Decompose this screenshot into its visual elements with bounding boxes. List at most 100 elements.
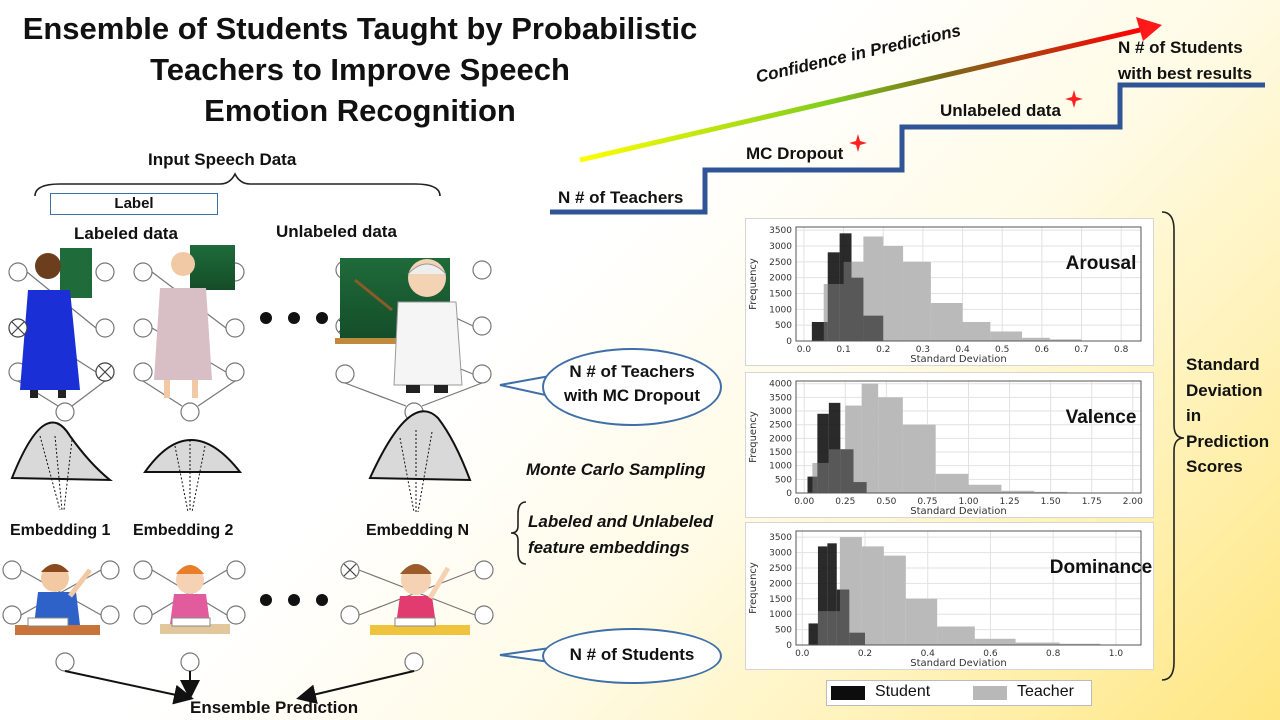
- teacher-bar-overlay: [861, 383, 879, 493]
- teacher-bar-overlay: [883, 246, 904, 341]
- x-tick-label: 0.00: [794, 497, 814, 507]
- dominance-chart-card: 0 500 1000 1500 2000 2500 3000 3500 0.0 0.2 0.4 0.6…: [745, 522, 1154, 670]
- teacher-bar: [937, 626, 975, 645]
- waveform-icon: [258, 184, 443, 220]
- legend-student-label: Student: [875, 683, 931, 700]
- student-bar: [827, 252, 840, 341]
- side-label-line: Scores: [1186, 457, 1243, 476]
- teacher-bar: [968, 484, 1002, 493]
- x-tick-label: 0.75: [917, 497, 937, 507]
- student-bar: [817, 413, 829, 493]
- distribution-curve-2: [143, 439, 243, 513]
- y-tick-label: 2000: [769, 274, 792, 284]
- y-tick-label: 0: [786, 489, 792, 499]
- legend-swatch-student: [831, 686, 865, 700]
- teacher-bar-overlay: [861, 546, 884, 645]
- confidence-arrow-head: [1136, 17, 1162, 41]
- x-tick-label: 0.0: [797, 345, 812, 355]
- star-icon: [849, 134, 867, 152]
- x-tick-label: 0.6: [983, 649, 998, 659]
- arousal-histogram: 0 500 1000 1500 2000 2500 3000 3500 0.0 0.1 0.2 0.3…: [748, 226, 1142, 365]
- teacher-bar: [883, 555, 906, 645]
- teacher-bar: [861, 383, 879, 493]
- student-network-1: [2, 560, 120, 672]
- student-bar: [828, 402, 841, 493]
- callout-teachers-line-1: N # of Teachers: [569, 362, 695, 381]
- callout-pointers: [499, 375, 551, 663]
- teacher-bar-overlay: [839, 537, 862, 645]
- confidence-arrow-line: [579, 27, 1141, 163]
- step-teachers-label: N # of Teachers: [558, 188, 684, 207]
- teacher-bar-overlay: [903, 261, 931, 341]
- x-tick-label: 0.50: [876, 497, 896, 507]
- y-tick-label: 500: [775, 475, 792, 485]
- student-bar: [851, 277, 864, 341]
- x-tick-label: 0.4: [921, 649, 936, 659]
- student-network-2: [133, 560, 246, 672]
- input-speech-heading: Input Speech Data: [148, 150, 297, 169]
- plot-frame: [795, 226, 1142, 342]
- y-tick-label: 500: [775, 321, 792, 331]
- teacher-bar: [930, 303, 963, 341]
- teacher-bar-overlay: [823, 284, 844, 341]
- step-unlabeled-label: Unlabeled data: [940, 101, 1061, 120]
- x-tick-label: 0.1: [836, 345, 850, 355]
- x-tick-label: 1.0: [1109, 649, 1124, 659]
- y-tick-label: 1500: [769, 448, 792, 458]
- teacher-bar-overlay: [1059, 643, 1101, 645]
- callout-students-text: N # of Students: [569, 645, 695, 664]
- valence-chart-card: 0 500 1000 1500 2000 2500 3000 3500 4000 0.00 0.25…: [745, 372, 1154, 518]
- y-tick-label: 0: [786, 641, 792, 651]
- y-tick-label: 3000: [769, 549, 792, 559]
- student-bar: [836, 589, 850, 645]
- teachers-mc-dropout-callout: N # of Teachers with MC Dropout: [542, 348, 722, 426]
- chart-title: Arousal: [1066, 253, 1137, 274]
- teacher-bar: [935, 473, 969, 493]
- y-tick-label: 1500: [769, 290, 792, 300]
- teacher-bar: [1001, 490, 1035, 493]
- y-tick-label: 2500: [769, 258, 792, 268]
- x-tick-label: 0.7: [1074, 345, 1088, 355]
- teacher-bar-overlay: [905, 598, 938, 645]
- teacher-bar: [1049, 339, 1082, 341]
- x-tick-label: 0.8: [1046, 649, 1061, 659]
- feature-brace-icon: [510, 501, 527, 565]
- x-tick-label: 0.4: [955, 345, 970, 355]
- teacher-bar-overlay: [1022, 337, 1050, 341]
- student-bar: [853, 482, 867, 493]
- step-best-line-1: N # of Students: [1118, 38, 1243, 57]
- teacher-1-figure: [20, 248, 92, 398]
- valence-histogram: 0 500 1000 1500 2000 2500 3000 3500 4000 0.00 0.25…: [748, 380, 1143, 517]
- teacher-bar: [990, 331, 1023, 341]
- y-tick-label: 3500: [769, 226, 792, 236]
- callout-teachers-line-2: with MC Dropout: [564, 386, 700, 405]
- ensemble-prediction-label: Ensemble Prediction: [190, 698, 359, 717]
- student-bar: [808, 623, 818, 645]
- chart-title: Dominance: [1050, 557, 1152, 578]
- teacher-bar: [878, 397, 903, 493]
- teacher-bar-overlay: [878, 397, 903, 493]
- x-tick-label: 0.25: [835, 497, 855, 507]
- title-line-3: Emotion Recognition: [204, 93, 516, 128]
- x-tick-label: 0.0: [795, 649, 810, 659]
- teacher-bar-overlay: [812, 462, 829, 493]
- ellipsis-dot: [288, 312, 300, 324]
- y-tick-label: 2000: [769, 434, 792, 444]
- title-line-2: Teachers to Improve Speech: [150, 52, 570, 87]
- student-1-figure: [15, 564, 100, 635]
- y-tick-label: 3500: [769, 393, 792, 403]
- x-tick-label: 0.6: [1035, 345, 1050, 355]
- x-axis-label: Standard Deviation: [910, 506, 1007, 517]
- ellipsis-dot: [316, 594, 328, 606]
- embedding-1-label: Embedding 1: [10, 522, 111, 539]
- student-bar: [817, 546, 828, 645]
- y-tick-label: 3000: [769, 242, 792, 252]
- teacher-bar-overlay: [1001, 490, 1035, 493]
- teacher-bar: [883, 246, 904, 341]
- x-tick-label: 1.25: [1000, 497, 1020, 507]
- teacher-bar: [902, 424, 936, 493]
- teacher-bar-overlay: [930, 303, 963, 341]
- legend-teacher-label: Teacher: [1017, 683, 1074, 700]
- x-axis-label: Standard Deviation: [910, 354, 1007, 365]
- student-bar: [839, 233, 852, 341]
